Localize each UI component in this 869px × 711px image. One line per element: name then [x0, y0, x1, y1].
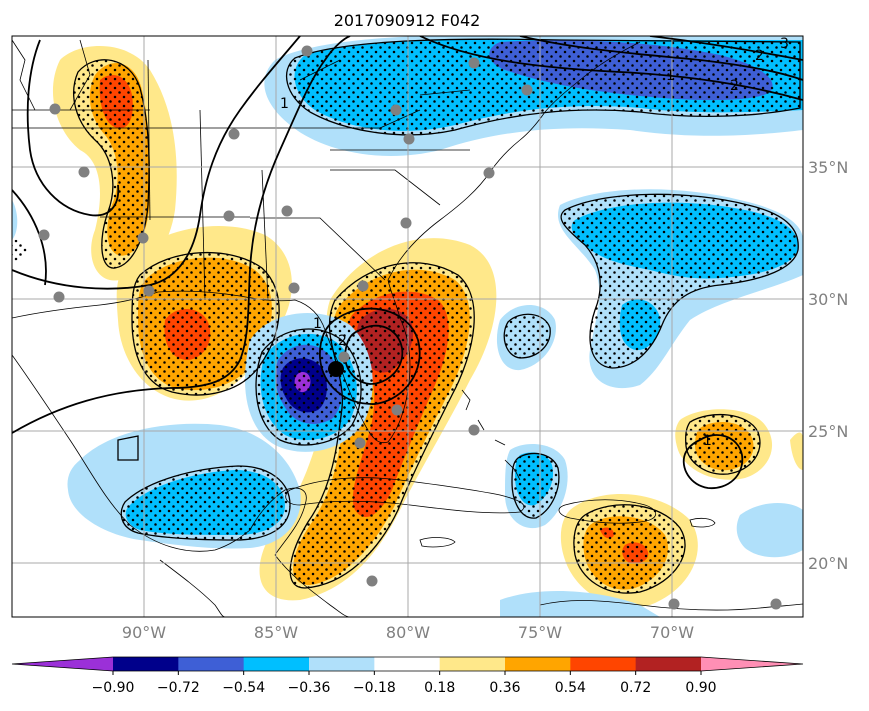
- colorbar-tick-label: 0.18: [424, 680, 455, 696]
- station-marker: [366, 575, 378, 587]
- station-marker: [137, 232, 149, 244]
- storm-center-marker: [328, 361, 344, 377]
- station-marker: [228, 128, 240, 140]
- colorbar: −0.90 −0.72 −0.54 −0.36 −0.18 0.18 0.36 0.54 0.7…: [11, 656, 804, 696]
- longitude-labels: 90°W 85°W 80°W 75°W 70°W: [122, 623, 694, 642]
- contour-label: 2: [338, 333, 347, 349]
- significance-outline: [73, 38, 801, 594]
- graticule: [12, 36, 803, 617]
- colorbar-segment: [374, 657, 441, 671]
- colorbar-tick-label: −0.54: [222, 680, 265, 696]
- colorbar-segment: [243, 657, 310, 671]
- colorbar-tick-label: −0.90: [92, 680, 135, 696]
- station-marker: [400, 217, 412, 229]
- colorbar-segment: [635, 657, 702, 671]
- station-marker: [483, 167, 495, 179]
- lat-label-20n: 20°N: [808, 554, 848, 573]
- contour-label: 2: [730, 78, 739, 94]
- station-marker: [301, 45, 313, 57]
- station-markers: [38, 45, 782, 610]
- colorbar-segment: [113, 657, 179, 671]
- colorbar-tick-label: 0.72: [620, 680, 651, 696]
- map-frame: [11, 35, 804, 618]
- station-marker: [391, 404, 403, 416]
- station-marker: [354, 437, 366, 449]
- station-marker: [521, 84, 533, 96]
- colorbar-segment: [439, 657, 506, 671]
- station-marker: [223, 210, 235, 222]
- colorbar-tick-label: −0.72: [157, 680, 200, 696]
- map-title: 2017090912 F042: [334, 11, 481, 30]
- lat-label-30n: 30°N: [808, 290, 848, 309]
- station-marker: [49, 103, 61, 115]
- colorbar-segment: [570, 657, 637, 671]
- colorbar-tick-label: 0.90: [685, 680, 716, 696]
- lon-label-75w: 75°W: [518, 623, 562, 642]
- coastlines-borders: [12, 39, 803, 617]
- lon-label-85w: 85°W: [254, 623, 298, 642]
- map-area: 1 1 2 2 3 1 2 1: [12, 36, 803, 617]
- lat-label-35n: 35°N: [808, 158, 848, 177]
- lon-label-80w: 80°W: [386, 623, 430, 642]
- station-marker: [288, 282, 300, 294]
- station-marker: [468, 57, 480, 69]
- contour-labels: 1 1 2 2 3 1 2 1: [280, 36, 789, 449]
- colorbar-segment: [178, 657, 245, 671]
- contour-label: 1: [666, 68, 675, 84]
- contour-label: 3: [780, 36, 789, 52]
- station-marker: [403, 133, 415, 145]
- station-marker: [357, 280, 369, 292]
- contour-label: 1: [703, 433, 712, 449]
- station-marker: [468, 424, 480, 436]
- latitude-labels: 35°N 30°N 25°N 20°N: [808, 158, 848, 573]
- station-marker: [143, 285, 155, 297]
- contour-label: 1: [280, 96, 289, 112]
- colorbar-tick-label: 0.54: [555, 680, 586, 696]
- colorbar-tick-label: −0.36: [288, 680, 331, 696]
- colorbar-extend-min: [12, 657, 113, 671]
- station-marker: [668, 598, 680, 610]
- contour-label: 1: [313, 316, 322, 332]
- station-marker: [38, 229, 50, 241]
- station-marker: [338, 351, 350, 363]
- station-marker: [281, 205, 293, 217]
- lon-label-70w: 70°W: [650, 623, 694, 642]
- lon-label-90w: 90°W: [122, 623, 166, 642]
- colorbar-segment: [309, 657, 375, 671]
- colorbar-tick-label: −0.18: [353, 680, 396, 696]
- lat-label-25n: 25°N: [808, 422, 848, 441]
- significance-stipple: [12, 39, 800, 594]
- station-marker: [390, 104, 402, 116]
- station-marker: [78, 166, 90, 178]
- colorbar-extend-max: [701, 657, 803, 671]
- colorbar-tick-label: 0.36: [489, 680, 520, 696]
- station-marker: [53, 291, 65, 303]
- station-marker: [770, 598, 782, 610]
- colorbar-segment: [505, 657, 571, 671]
- contour-label: 2: [755, 48, 764, 64]
